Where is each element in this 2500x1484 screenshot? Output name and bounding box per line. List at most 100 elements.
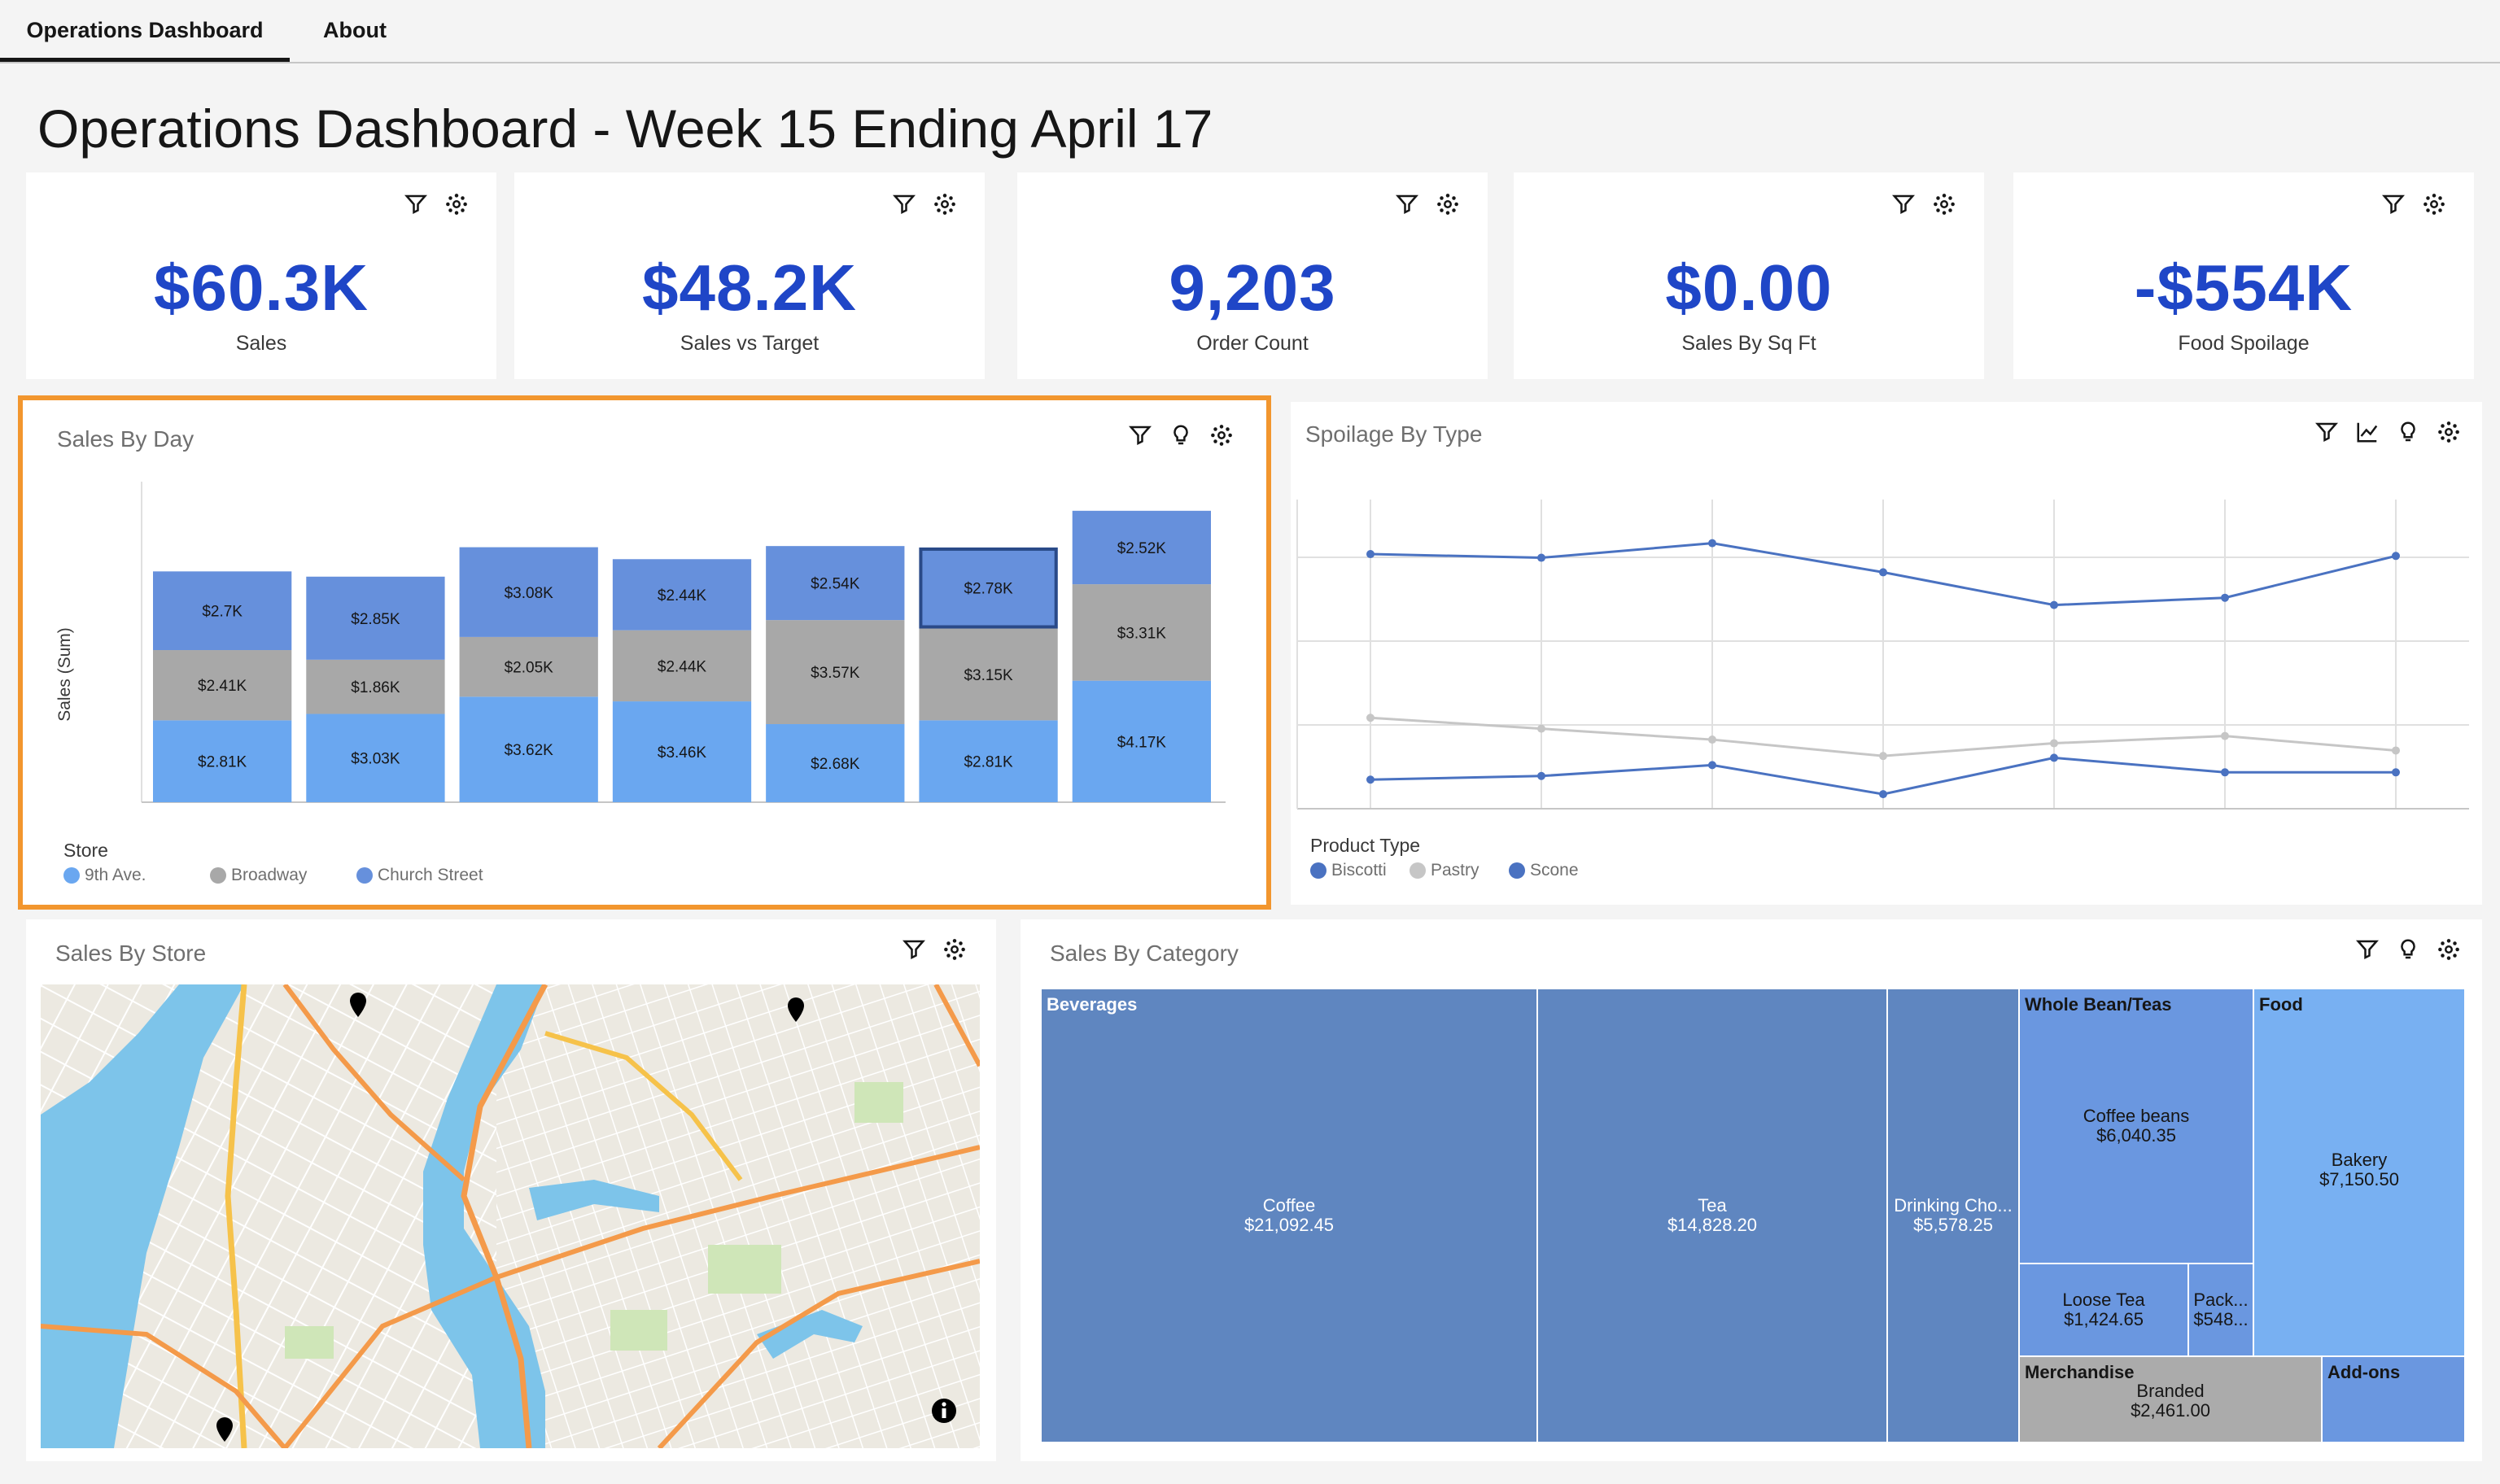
data-point[interactable] — [2221, 768, 2229, 777]
legend-item-9th-ave[interactable]: 9th Ave. — [63, 866, 210, 885]
settings-icon[interactable] — [2437, 420, 2461, 444]
data-point[interactable] — [1366, 775, 1375, 784]
data-point[interactable] — [1537, 553, 1545, 562]
data-point[interactable] — [1708, 539, 1716, 548]
spoilage-by-type-panel[interactable]: Spoilage By Type Product Type Biscotti P… — [1291, 402, 2482, 905]
bar-segment[interactable] — [766, 546, 905, 621]
map-pin-icon[interactable] — [216, 1417, 233, 1442]
filter-icon[interactable] — [1128, 423, 1152, 447]
legend-item-pastry[interactable]: Pastry — [1410, 861, 1509, 880]
treemap-cell-coffee-beans[interactable]: Whole Bean/Teas Coffee beans $6,040.35 — [2018, 988, 2254, 1264]
bar-segment[interactable] — [153, 720, 292, 802]
map-pin-icon[interactable] — [350, 993, 366, 1017]
data-point[interactable] — [2050, 739, 2058, 748]
bar-segment[interactable] — [459, 696, 598, 802]
kpi-card[interactable]: -$554K Food Spoilage — [2013, 172, 2474, 379]
legend-item-broadway[interactable]: Broadway — [210, 866, 356, 885]
settings-icon[interactable] — [1932, 192, 1956, 216]
kpi-label: Order Count — [1196, 332, 1309, 355]
insight-bulb-icon[interactable] — [1169, 423, 1193, 447]
settings-icon[interactable] — [942, 937, 967, 962]
info-icon[interactable] — [932, 1399, 956, 1423]
bar-segment[interactable] — [1072, 680, 1211, 802]
settings-icon[interactable] — [2422, 192, 2446, 216]
treemap-cell-bakery[interactable]: Food Bakery $7,150.50 — [2253, 988, 2466, 1357]
bar-segment[interactable] — [612, 559, 752, 631]
tab-about[interactable]: About — [323, 18, 387, 42]
tab-operations-dashboard[interactable]: Operations Dashboard — [0, 0, 290, 62]
treemap-cell-value: $548... — [2193, 1309, 2249, 1329]
settings-icon[interactable] — [933, 192, 957, 216]
kpi-card[interactable]: $48.2K Sales vs Target — [514, 172, 985, 379]
kpi-card[interactable]: $0.00 Sales By Sq Ft — [1514, 172, 1984, 379]
data-point[interactable] — [1537, 724, 1545, 733]
treemap-cell-drinking-chocolate[interactable]: Drinking Cho... $5,578.25 — [1886, 988, 2020, 1443]
bar-segment[interactable] — [919, 628, 1058, 721]
kpi-card[interactable]: 9,203 Order Count — [1017, 172, 1488, 379]
bar-segment[interactable] — [1072, 510, 1211, 585]
kpi-card[interactable]: $60.3K Sales — [26, 172, 496, 379]
data-point[interactable] — [1366, 550, 1375, 559]
treemap-cell-addons[interactable]: Add-ons — [2321, 1355, 2466, 1443]
sales-by-day-title: Sales By Day — [57, 426, 194, 452]
filter-icon[interactable] — [1395, 192, 1419, 216]
data-point[interactable] — [1879, 790, 1887, 799]
bar-segment[interactable] — [766, 620, 905, 725]
bar-segment[interactable] — [459, 636, 598, 697]
data-point[interactable] — [1879, 752, 1887, 761]
treemap-cell-loose-tea[interactable]: Loose Tea $1,424.65 — [2018, 1263, 2189, 1357]
data-point[interactable] — [1879, 568, 1887, 577]
filter-icon[interactable] — [1891, 192, 1916, 216]
treemap-cell-value: $1,424.65 — [2064, 1309, 2144, 1329]
bar-segment[interactable] — [459, 547, 598, 637]
settings-icon[interactable] — [1436, 192, 1460, 216]
bar-segment[interactable] — [612, 701, 752, 802]
legend-item-scone[interactable]: Scone — [1509, 861, 1579, 880]
settings-icon[interactable] — [444, 192, 469, 216]
filter-icon[interactable] — [892, 192, 916, 216]
bar-segment[interactable] — [919, 547, 1058, 629]
treemap-cell-tea[interactable]: Tea $14,828.20 — [1536, 988, 1888, 1443]
legend-item-biscotti[interactable]: Biscotti — [1310, 861, 1410, 880]
insight-bulb-icon[interactable] — [2396, 420, 2420, 444]
bar-segment[interactable] — [612, 630, 752, 702]
bar-segment[interactable] — [306, 714, 445, 802]
bar-segment[interactable] — [153, 571, 292, 651]
store-map[interactable] — [41, 984, 980, 1448]
filter-icon[interactable] — [902, 937, 926, 962]
data-point[interactable] — [2392, 768, 2400, 777]
filter-icon[interactable] — [404, 192, 428, 216]
legend-swatch — [356, 867, 373, 884]
treemap-cell-packaged[interactable]: Pack... $548... — [2188, 1263, 2254, 1357]
data-point[interactable] — [2221, 593, 2229, 602]
data-point[interactable] — [2392, 746, 2400, 755]
settings-icon[interactable] — [1209, 423, 1234, 447]
bar-segment[interactable] — [306, 576, 445, 660]
data-point[interactable] — [1708, 735, 1716, 744]
sales-by-store-panel[interactable]: Sales By Store — [26, 919, 996, 1461]
bar-segment[interactable] — [153, 650, 292, 721]
settings-icon[interactable] — [2437, 937, 2461, 962]
data-point[interactable] — [1708, 761, 1716, 770]
bar-segment[interactable] — [919, 720, 1058, 802]
bar-segment[interactable] — [306, 659, 445, 714]
treemap-cell-coffee[interactable]: Beverages Coffee $21,092.45 — [1040, 988, 1538, 1443]
bar-segment[interactable] — [766, 724, 905, 802]
sales-by-category-panel[interactable]: Sales By Category Beverages Coffee $21,0… — [1021, 919, 2482, 1461]
data-point[interactable] — [1366, 714, 1375, 722]
sales-by-day-panel[interactable]: Sales By Day Sales (Sum) $2.81K $2.41K $2.7… — [18, 395, 1271, 910]
data-point[interactable] — [1537, 771, 1545, 780]
filter-icon[interactable] — [2355, 937, 2380, 962]
filter-icon[interactable] — [2314, 420, 2339, 444]
data-point[interactable] — [2050, 753, 2058, 762]
legend-item-church-street[interactable]: Church Street — [356, 866, 483, 885]
filter-icon[interactable] — [2381, 192, 2406, 216]
treemap-cell-branded[interactable]: Merchandise Branded $2,461.00 — [2018, 1355, 2323, 1443]
map-pin-icon[interactable] — [788, 997, 804, 1022]
insight-bulb-icon[interactable] — [2396, 937, 2420, 962]
trend-icon[interactable] — [2355, 420, 2380, 444]
data-point[interactable] — [2050, 600, 2058, 609]
bar-segment[interactable] — [1072, 584, 1211, 681]
data-point[interactable] — [2392, 552, 2400, 561]
data-point[interactable] — [2221, 731, 2229, 740]
